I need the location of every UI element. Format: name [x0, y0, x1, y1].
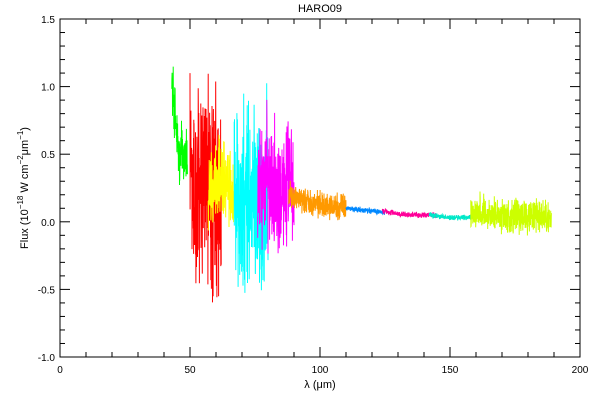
- series-layer: [171, 66, 552, 303]
- ticks: 0 50 100 150 200 -1.0 -0.5 0.0 0.5 1.0 1.5: [38, 15, 589, 376]
- y-axis-label: Flux (10−18 W cm−2μm−1): [16, 127, 31, 249]
- series-line-9: [470, 191, 552, 236]
- series-line-0: [171, 66, 188, 186]
- plot-frame: [59, 18, 581, 358]
- series-line-7: [381, 208, 438, 219]
- y-tick-label: 1.0: [41, 83, 55, 94]
- y-tick-label: -1.0: [38, 353, 56, 364]
- x-tick-label: 150: [442, 365, 459, 376]
- y-tick-label: 1.5: [41, 15, 55, 26]
- series-line-2: [207, 134, 235, 231]
- x-tick-label: 200: [572, 365, 589, 376]
- series-line-4: [257, 99, 295, 254]
- series-line-6: [345, 206, 386, 216]
- y-tick-label: 0.5: [41, 150, 55, 161]
- series-line-5: [288, 180, 347, 221]
- chart-title: HARO09: [298, 3, 342, 15]
- y-tick-label: -0.5: [38, 285, 56, 296]
- x-axis-label: λ (μm): [304, 379, 335, 391]
- series-line-8: [428, 212, 477, 221]
- y-tick-label: 0.0: [41, 218, 55, 229]
- x-tick-label: 100: [312, 365, 329, 376]
- x-tick-label: 0: [57, 365, 63, 376]
- x-tick-label: 50: [184, 365, 196, 376]
